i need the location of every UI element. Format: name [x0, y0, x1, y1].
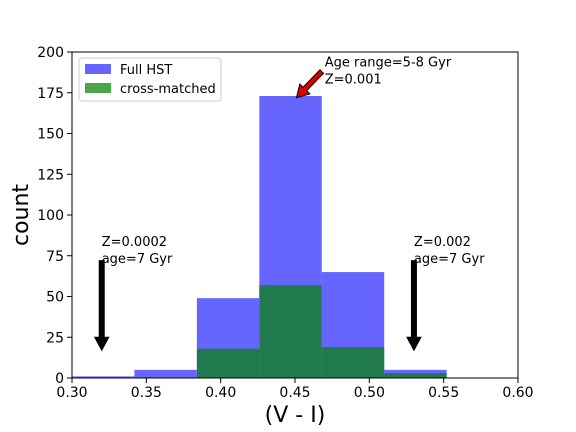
cross-matched-bars: [196, 285, 447, 378]
x-axis-ticks: 0.30 0.35 0.40 0.45 0.50 0.55 0.60: [56, 378, 534, 401]
x-tick-label: 0.30: [56, 385, 87, 401]
bar-cross-matched-2: [196, 348, 260, 378]
bar-full-hst-1: [134, 369, 197, 378]
bar-cross-matched-3: [259, 285, 322, 378]
y-tick-label: 150: [37, 127, 64, 143]
bar-cross-matched-5: [384, 373, 447, 378]
x-tick-label: 0.50: [354, 385, 385, 401]
x-tick-label: 0.60: [502, 385, 533, 401]
y-tick-label: 100: [37, 208, 64, 224]
legend-box: [78, 57, 222, 102]
y-tick-label: 50: [46, 290, 64, 306]
red-arrow-icon: [295, 69, 325, 99]
annotation-text-0: Age range=5-8 Gyr: [325, 56, 452, 71]
bar-full-hst-0: [72, 376, 135, 378]
legend-swatch-full-hst: [85, 64, 111, 74]
legend-label-cross-matched: cross-matched: [120, 82, 216, 97]
annotation-text-1: age=7 Gyr: [102, 252, 173, 267]
y-tick-label: 200: [37, 45, 64, 61]
annotation-text-2: age=7 Gyr: [414, 252, 485, 267]
annotations: Age range=5-8 Gyr Z=0.001 Z=0.0002 age=7 Gy…: [93, 56, 485, 352]
y-tick-label: 25: [46, 330, 64, 346]
down-arrow-icon: [406, 260, 422, 352]
annotation-text-0: Z=0.001: [325, 73, 382, 88]
annotation-text-2: Z=0.002: [414, 235, 471, 250]
y-tick-label: 75: [46, 249, 64, 265]
x-tick-label: 0.40: [205, 385, 236, 401]
y-axis-ticks: 0 25 50 75 100 125 150 175 200: [37, 45, 72, 387]
y-tick-label: 125: [37, 167, 64, 183]
y-tick-label: 175: [37, 86, 64, 102]
y-axis-label: count: [9, 184, 34, 246]
down-arrow-icon: [93, 260, 110, 352]
y-tick-label: 0: [55, 371, 64, 387]
x-tick-label: 0.35: [131, 385, 162, 401]
annotation-text-1: Z=0.0002: [102, 235, 167, 250]
x-tick-label: 0.55: [428, 385, 459, 401]
legend-label-full-hst: Full HST: [120, 63, 172, 78]
bar-cross-matched-4: [321, 347, 385, 378]
x-tick-label: 0.45: [279, 385, 310, 401]
legend: Full HST cross-matched: [78, 57, 222, 102]
x-axis-label: (V - I): [265, 403, 326, 428]
legend-swatch-cross-matched: [85, 83, 111, 93]
